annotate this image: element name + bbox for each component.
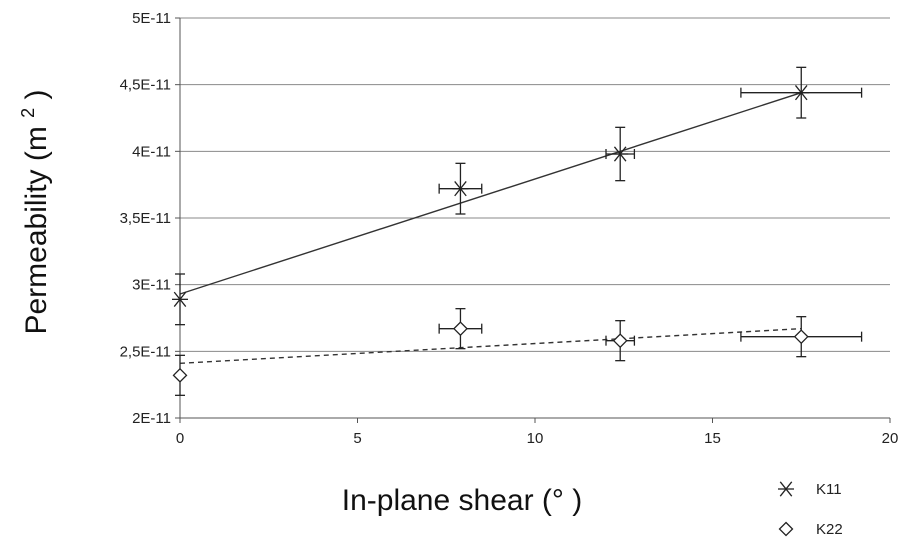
x-axis-title: In-plane shear (° ): [342, 484, 582, 517]
y-tick-label: 3E-11: [132, 277, 171, 294]
legend-label-k22: K22: [816, 521, 843, 538]
marker-stroke: [612, 333, 628, 349]
legend-item-k22: K22: [778, 521, 843, 538]
k22-trendline: [179, 327, 802, 365]
gridlines: [180, 17, 890, 419]
y-tick-label: 3,5E-11: [120, 210, 171, 227]
marker-stroke: [173, 291, 187, 307]
y-tick-label: 2,5E-11: [120, 343, 171, 360]
legend-marker-k11: [778, 481, 794, 497]
trendlines: [179, 92, 802, 365]
legend-marker-k22: [778, 521, 794, 537]
marker-stroke: [778, 521, 794, 537]
k11-marker: [612, 146, 629, 162]
k11-trendline: [179, 92, 802, 295]
y-axis-title-main: Permeability (m: [20, 126, 53, 334]
x-tick-label: 15: [704, 430, 721, 447]
k22-marker: [453, 321, 468, 337]
marker-stroke: [172, 367, 188, 383]
marker-stroke: [793, 329, 809, 345]
y-axis-title-superscript: 2: [18, 108, 38, 118]
k11-marker: [172, 291, 188, 307]
legend: K11 K22: [778, 481, 843, 538]
k22-marker: [612, 333, 628, 349]
y-tick-label: 4,5E-11: [120, 77, 171, 94]
marker-stroke: [613, 146, 627, 162]
marker-stroke: [794, 85, 808, 101]
marker-stroke: [453, 321, 468, 337]
marker-stroke: [779, 481, 793, 497]
marker-stroke: [454, 181, 467, 197]
legend-label-k11: K11: [816, 481, 842, 498]
x-tick-label: 20: [882, 430, 899, 447]
k22-marker: [172, 367, 188, 383]
y-tick-label: 2E-11: [132, 410, 171, 427]
legend-item-k11: K11: [778, 481, 842, 498]
tick-labels: 2E-11 2,5E-11 3E-11 3,5E-11 4E-11 4,5E-11 5E-1…: [120, 10, 899, 447]
k11-marker: [452, 181, 469, 197]
x-tick-label: 10: [527, 430, 544, 447]
x-tick-label: 0: [176, 430, 184, 447]
axes: [175, 17, 891, 423]
x-tick-label: 5: [353, 430, 361, 447]
y-tick-label: 5E-11: [132, 10, 171, 27]
error-bars: [175, 66, 863, 396]
y-axis-title: Permeability (m 2 ): [8, 89, 53, 334]
k22-marker: [793, 329, 809, 345]
k11-marker: [793, 85, 810, 101]
data-markers: [172, 85, 810, 383]
y-axis-title-close: ): [20, 89, 53, 99]
y-tick-label: 4E-11: [132, 143, 171, 160]
